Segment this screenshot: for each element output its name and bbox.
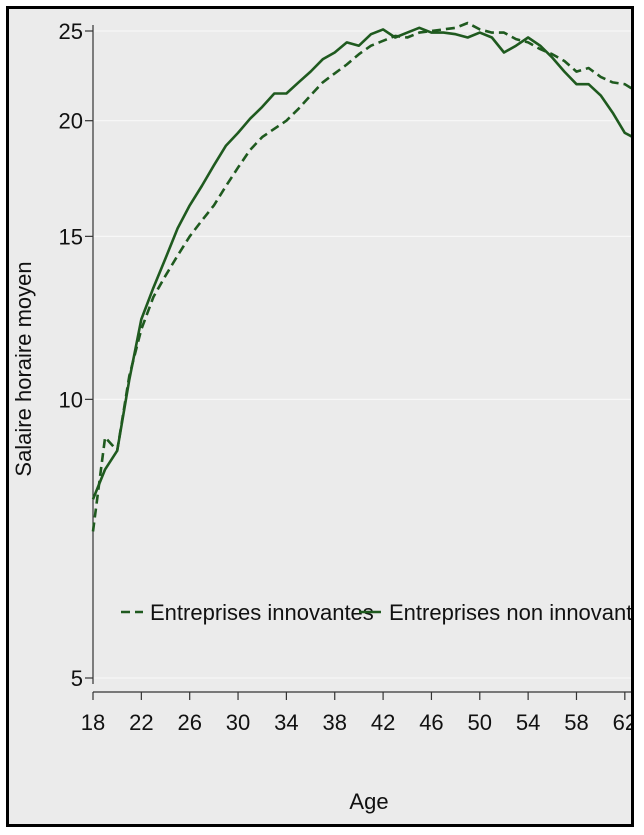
xtick-label-42: 42 — [371, 710, 395, 735]
legend: Entreprises innovantes Entreprises non i… — [121, 600, 631, 625]
ytick-label-20: 20 — [59, 109, 83, 134]
ytick-label-25: 25 — [59, 19, 83, 44]
xtick-label-30: 30 — [226, 710, 250, 735]
series-lines — [91, 21, 631, 532]
legend-label-innovantes: Entreprises innovantes — [150, 600, 374, 625]
x-axis-title: Age — [349, 789, 388, 814]
ytick-label-5: 5 — [71, 666, 83, 691]
x-ticks: 18 22 26 30 34 38 42 46 50 54 58 62 — [81, 692, 631, 735]
xtick-label-46: 46 — [419, 710, 443, 735]
y-axis-title: Salaire horaire moyen — [11, 261, 36, 476]
xtick-label-58: 58 — [564, 710, 588, 735]
line-chart: 5 10 15 20 25 18 22 26 30 34 38 42 46 50 54 58 62 Salai… — [11, 19, 631, 814]
xtick-label-18: 18 — [81, 710, 105, 735]
xtick-label-26: 26 — [177, 710, 201, 735]
xtick-label-38: 38 — [322, 710, 346, 735]
xtick-label-22: 22 — [129, 710, 153, 735]
ytick-label-10: 10 — [59, 387, 83, 412]
xtick-label-34: 34 — [274, 710, 298, 735]
series-line-non-innovantes — [91, 26, 631, 500]
ytick-label-15: 15 — [59, 224, 83, 249]
chart-frame: 5 10 15 20 25 18 22 26 30 34 38 42 46 50 54 58 62 Salai… — [6, 6, 634, 827]
xtick-label-54: 54 — [516, 710, 540, 735]
y-ticks: 5 10 15 20 25 — [59, 19, 93, 691]
axes — [92, 25, 631, 693]
gridlines — [93, 30, 631, 679]
xtick-label-62: 62 — [613, 710, 631, 735]
legend-label-non-innovantes: Entreprises non innovantes — [389, 600, 631, 625]
series-line-innovantes — [91, 21, 631, 532]
xtick-label-50: 50 — [468, 710, 492, 735]
